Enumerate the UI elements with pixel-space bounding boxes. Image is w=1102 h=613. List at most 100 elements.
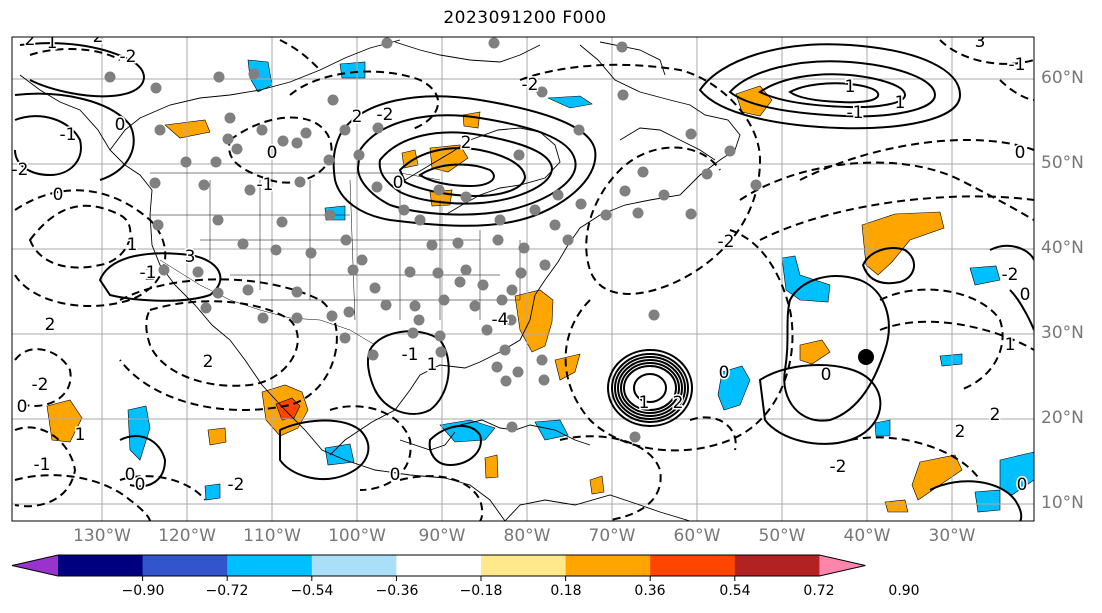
lon-label-70w: 70°W <box>588 526 636 546</box>
contour-label: 2 <box>352 107 363 127</box>
cb-tick-label: −0.72 <box>205 583 249 599</box>
contour-label: 0 <box>390 465 401 485</box>
lon-label-80w: 80°W <box>503 526 551 546</box>
contour-label: 2 <box>955 422 966 442</box>
contour-label: -2 <box>120 47 137 67</box>
contour-label: 1 <box>75 425 86 445</box>
contour-label: 0 <box>719 363 730 383</box>
colorbar-bin <box>481 555 567 576</box>
contour-label: -2 <box>718 232 735 252</box>
contour-label: -1 <box>402 345 419 365</box>
colorbar-bin <box>565 555 651 576</box>
contour-label: 1 <box>895 93 906 113</box>
contour-label: -2 <box>377 105 394 125</box>
political-borders <box>150 172 521 346</box>
colorbar-bin <box>142 555 228 576</box>
contour-label: -1 <box>257 175 274 195</box>
colorbar-extension-low <box>12 555 58 576</box>
cb-tick-label: −0.36 <box>375 583 419 599</box>
contour-label: -2 <box>522 75 539 95</box>
contour-label: 2 <box>93 27 104 47</box>
contour-label: -1 <box>140 263 157 283</box>
lat-label-10n: 10°N <box>1041 493 1084 513</box>
contour-label: 2 <box>25 30 36 50</box>
positive-contours <box>14 42 1034 521</box>
contour-label: 2 <box>45 315 56 335</box>
contour-label: -1 <box>34 455 51 475</box>
contour-label: 0 <box>1020 285 1031 305</box>
lon-label-60w: 60°W <box>673 526 721 546</box>
contour-label: 3 <box>185 247 196 267</box>
lon-label-110w: 110°W <box>243 526 301 546</box>
lat-label-50n: 50°N <box>1041 153 1084 173</box>
contour-label: 0 <box>1015 143 1026 163</box>
lat-label-60n: 60°N <box>1041 68 1084 88</box>
storm-center-marker <box>858 349 874 365</box>
contour-label: 1 <box>127 235 138 255</box>
tropical-cyclone-contours <box>607 349 693 427</box>
contour-label: -1 <box>1009 55 1026 75</box>
colorbar-bin <box>396 555 482 576</box>
contour-label: -2 <box>32 375 49 395</box>
contour-label: 0 <box>53 185 64 205</box>
cb-tick-label: 0.72 <box>803 583 835 599</box>
contour-label: -4 <box>492 310 509 330</box>
lon-label-130w: 130°W <box>73 526 131 546</box>
cb-tick-label: 0.36 <box>634 583 666 599</box>
contour-label: 2 <box>203 352 214 372</box>
contour-label: -2 <box>12 160 29 180</box>
map-frame <box>11 36 1035 522</box>
contour-label: 0 <box>17 397 28 417</box>
contour-label: 0 <box>125 465 136 485</box>
contour-label: 2 <box>461 133 472 153</box>
colorbar-bin <box>227 555 313 576</box>
contour-label: 0 <box>1017 475 1028 495</box>
contour-label: 1 <box>47 33 58 53</box>
lon-label-100w: 100°W <box>328 526 386 546</box>
negative-anomaly-patches <box>127 59 1034 513</box>
contour-label: 0 <box>115 115 126 135</box>
lat-label-20n: 20°N <box>1041 408 1084 428</box>
station-markers <box>104 37 762 443</box>
contour-label: -1 <box>847 103 864 123</box>
contour-label: -2 <box>830 457 847 477</box>
lat-label-30n: 30°N <box>1041 323 1084 343</box>
colorbar-bin <box>734 555 820 576</box>
contour-label: 2 <box>145 265 156 285</box>
map-title: 2023091200 F000 <box>443 8 607 28</box>
colorbar <box>11 554 866 581</box>
contour-label: 0 <box>393 173 404 193</box>
lon-label-120w: 120°W <box>158 526 216 546</box>
contour-label: 0 <box>135 475 146 495</box>
contour-label: 1 <box>427 355 438 375</box>
cb-tick-label: −0.90 <box>121 583 165 599</box>
colorbar-extension-high <box>819 555 866 576</box>
cb-tick-label: −0.54 <box>290 583 334 599</box>
contour-label: 0 <box>821 365 832 385</box>
cb-tick-label: 0.54 <box>719 583 751 599</box>
colorbar-bin <box>650 555 736 576</box>
colorbar-bin <box>311 555 397 576</box>
cb-tick-label: 0.18 <box>550 583 582 599</box>
cb-tick-label: −0.18 <box>459 583 503 599</box>
lon-label-90w: 90°W <box>418 526 466 546</box>
contour-label: -1 <box>60 125 77 145</box>
contour-label: 0 <box>267 143 278 163</box>
contour-label: -2 <box>1002 265 1019 285</box>
colorbar-outline <box>11 554 866 577</box>
lon-label-50w: 50°W <box>758 526 806 546</box>
lon-label-30w: 30°W <box>928 526 976 546</box>
contour-label: -2 <box>228 475 245 495</box>
contour-label: 2 <box>990 405 1001 425</box>
contour-label: 1 <box>1005 335 1016 355</box>
lon-label-40w: 40°W <box>843 526 891 546</box>
lat-label-40n: 40°N <box>1041 238 1084 258</box>
contour-label: 3 <box>975 32 986 52</box>
negative-contours <box>14 39 1034 521</box>
colorbar-bin <box>58 555 144 576</box>
contour-label: 1 <box>639 393 650 413</box>
contour-label: 1 <box>845 77 856 97</box>
cb-tick-label: 0.90 <box>888 583 920 599</box>
